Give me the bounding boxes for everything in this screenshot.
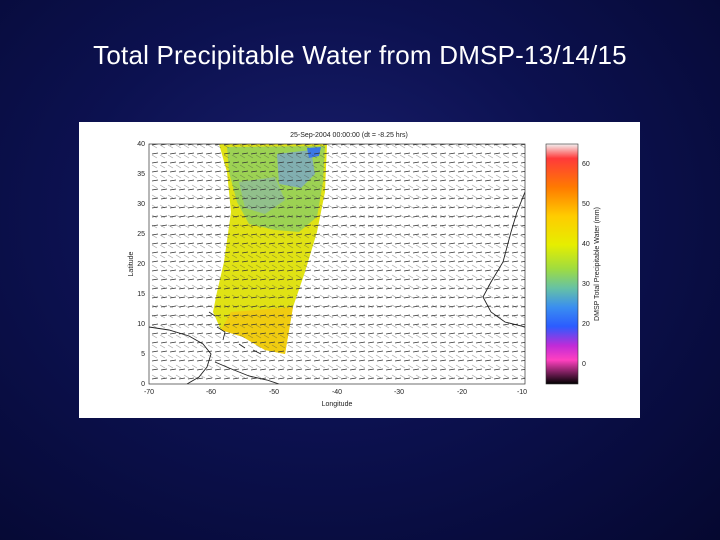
- y-tick-label: 10: [137, 321, 145, 328]
- x-axis-label: Longitude: [322, 401, 353, 408]
- colorbar-tick-label: 50: [582, 201, 590, 208]
- x-tick-label: -10: [517, 389, 527, 396]
- x-tick-label: -50: [269, 389, 279, 396]
- x-tick-label: -20: [457, 389, 467, 396]
- tpw-figure: 25-Sep-2004 00:00:00 (dt = -8.25 hrs) 40…: [128, 132, 601, 408]
- y-tick-label: 20: [137, 261, 145, 268]
- colorbar: [545, 143, 579, 385]
- y-tick-label: 40: [137, 141, 145, 148]
- coastline-islands: [208, 311, 262, 355]
- colorbar-tick-label: 20: [582, 321, 590, 328]
- y-tick-label: 5: [141, 351, 145, 358]
- colorbar-tick-label: 40: [582, 241, 590, 248]
- plot-title: 25-Sep-2004 00:00:00 (dt = -8.25 hrs): [290, 132, 408, 139]
- y-tick-label: 25: [137, 231, 145, 238]
- x-tick-label: -40: [332, 389, 342, 396]
- colorbar-ticks: 60 50 40 30 20 0: [582, 161, 590, 368]
- y-tick-label: 15: [137, 291, 145, 298]
- plot-area: [149, 144, 525, 384]
- colorbar-tick-label: 30: [582, 281, 590, 288]
- colorbar-tick-label: 60: [582, 161, 590, 168]
- colorbar-label: DMSP Total Precipitable Water (mm): [594, 207, 601, 321]
- x-tick-label: -60: [206, 389, 216, 396]
- coastline-africa: [482, 191, 525, 328]
- figure-panel: 25-Sep-2004 00:00:00 (dt = -8.25 hrs) 40…: [79, 122, 640, 418]
- y-axis-label: Latitude: [128, 251, 135, 276]
- x-tick-label: -30: [394, 389, 404, 396]
- y-axis: 40 35 30 25 20 15 10 5 0: [137, 141, 145, 388]
- y-tick-label: 0: [141, 381, 145, 388]
- plot-frame: [148, 143, 526, 385]
- coastline-caribbean: [149, 326, 280, 384]
- x-tick-label: -70: [144, 389, 154, 396]
- colorbar-tick-label: 0: [582, 361, 586, 368]
- x-axis: -70 -60 -50 -40 -30 -20 -10: [144, 389, 527, 396]
- y-tick-label: 30: [137, 201, 145, 208]
- y-tick-label: 35: [137, 171, 145, 178]
- slide-title: Total Precipitable Water from DMSP-13/14…: [93, 40, 627, 70]
